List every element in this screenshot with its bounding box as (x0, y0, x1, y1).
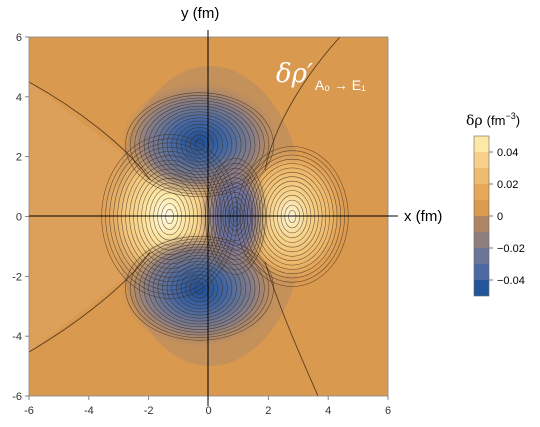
contour-line (134, 241, 265, 336)
contour-line (139, 100, 260, 189)
x-tick-label: 6 (385, 405, 391, 417)
contour-line (176, 267, 223, 310)
zero-contour-upper-right (264, 37, 341, 171)
contour-line (125, 236, 274, 341)
zero-contour-upper-left (29, 81, 151, 181)
zero-contour-lower-right (264, 261, 319, 396)
annotation-subscript: A₀ → E₁ (315, 77, 366, 93)
contour-line (139, 244, 260, 333)
contour-line (157, 111, 242, 178)
colorbar-band (474, 168, 489, 184)
annotation-main: δρ′ (276, 59, 313, 89)
colorbar-band (474, 216, 489, 232)
contour-line (185, 274, 214, 303)
y-tick-label: -6 (12, 391, 22, 403)
colorbar-band (474, 152, 489, 168)
colorbar-title: δρ (fm−3) (466, 111, 520, 129)
contour-line (185, 130, 214, 159)
colorbar-title-unit: (fm (487, 113, 506, 128)
left-wedge-region (29, 82, 150, 352)
y-tick-label: 4 (16, 92, 22, 104)
x-axis-ticks: -6 -4 -2 0 2 4 6 (24, 396, 391, 417)
x-tick-label: 2 (265, 405, 271, 417)
contour-line (148, 105, 251, 184)
colorbar-band (474, 280, 489, 296)
colorbar-band (474, 248, 489, 264)
zero-contour-lower-left (29, 251, 151, 353)
plot-annotation: δρ′ A₀ → E₁ (276, 59, 366, 93)
contour-line (157, 255, 242, 322)
x-tick-label: -6 (24, 405, 34, 417)
x-tick-label: 0 (205, 405, 211, 417)
contour-line (194, 138, 205, 151)
colorbar-bands (474, 136, 489, 296)
colorbar-band (474, 136, 489, 152)
contour-line (171, 264, 228, 313)
colorbar-ticks: 0.04 0.02 0 −0.02 −0.04 (489, 147, 525, 287)
contour-line (143, 103, 256, 187)
colorbar-tick-label: 0.04 (497, 147, 518, 159)
contour-line (176, 123, 223, 166)
colorbar-unit-close: ) (516, 113, 520, 128)
x-tick-label: 4 (325, 405, 331, 417)
colorbar-band (474, 200, 489, 216)
colorbar-band (474, 232, 489, 248)
colorbar-legend: δρ (fm−3) 0.04 0.02 0 −0.02 −0.04 (466, 111, 525, 297)
contour-line (125, 92, 274, 197)
contour-line (194, 282, 205, 295)
contour-line (152, 108, 247, 181)
contour-line (148, 249, 251, 328)
contour-line (180, 270, 219, 306)
colorbar-band (474, 264, 489, 280)
contour-line (162, 258, 237, 319)
contour-line (134, 97, 265, 192)
x-tick-label: -2 (144, 405, 154, 417)
contour-line (166, 261, 233, 316)
x-tick-label: -4 (84, 405, 94, 417)
contour-line (162, 114, 237, 175)
contour-line (129, 95, 270, 195)
y-tick-label: 0 (16, 212, 22, 224)
y-tick-label: -2 (12, 271, 22, 283)
y-tick-label: 6 (16, 32, 22, 44)
colorbar-band (474, 184, 489, 200)
x-axis-title: x (fm) (404, 208, 442, 225)
colorbar-unit-exponent: −3 (505, 111, 515, 121)
contour-line (129, 238, 270, 338)
contour-line (143, 246, 256, 330)
colorbar-tick-label: 0.02 (497, 179, 518, 191)
contour-line (180, 127, 219, 163)
contour-line (166, 117, 233, 172)
contour-line (189, 278, 210, 299)
y-axis-title: y (fm) (181, 5, 219, 22)
colorbar-tick-label: 0 (497, 211, 503, 223)
colorbar-tick-label: −0.02 (497, 243, 525, 255)
contour-line (152, 252, 247, 325)
colorbar-tick-label: −0.04 (497, 275, 525, 287)
contour-line (189, 134, 210, 155)
y-tick-label: -4 (12, 331, 22, 343)
colorbar-title-symbol: δρ (466, 113, 483, 129)
y-axis-ticks: -6 -4 -2 0 2 4 6 (12, 32, 29, 403)
y-tick-label: 2 (16, 152, 22, 164)
contour-line (171, 120, 228, 169)
